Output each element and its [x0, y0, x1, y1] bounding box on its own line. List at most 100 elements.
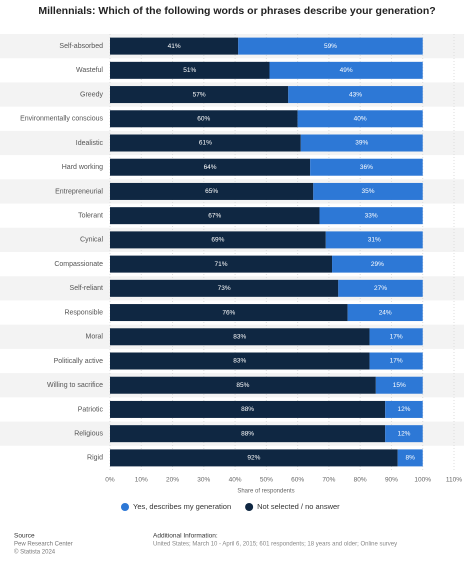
value-label: 12% — [397, 430, 410, 437]
bar-segment — [325, 231, 423, 249]
value-label: 64% — [204, 164, 217, 171]
value-label: 57% — [193, 91, 206, 98]
bar-segment — [110, 400, 386, 418]
source-heading: Source — [14, 533, 35, 540]
bar-segment — [397, 449, 423, 467]
x-tick-label: 50% — [260, 477, 273, 484]
y-tick-label: Wasteful — [76, 67, 103, 74]
value-label: 35% — [361, 188, 374, 195]
value-label: 40% — [354, 115, 367, 122]
x-tick-label: 80% — [354, 477, 367, 484]
y-tick-label: Greedy — [80, 91, 103, 98]
bar-segment — [238, 37, 423, 55]
info: United States; March 10 - April 6, 2015;… — [153, 542, 397, 548]
y-tick-label: Entrepreneurial — [55, 188, 103, 195]
y-tick-label: Hard working — [62, 164, 103, 171]
bar-segment — [369, 352, 423, 370]
value-label: 12% — [397, 406, 410, 413]
y-tick-label: Patriotic — [78, 406, 104, 413]
bar-segment — [347, 304, 423, 322]
y-tick-label: Environmentally conscious — [20, 116, 103, 123]
y-tick-label: Self-absorbed — [59, 43, 103, 50]
legend-marker — [121, 503, 129, 511]
value-label: 36% — [360, 164, 373, 171]
bar-segment — [110, 279, 339, 297]
value-label: 27% — [374, 285, 387, 292]
bar-segment — [110, 449, 398, 467]
value-label: 92% — [247, 455, 260, 462]
value-label: 39% — [355, 140, 368, 147]
bar-segment — [110, 255, 333, 273]
x-tick-label: 0% — [105, 477, 115, 484]
y-tick-label: Self-reliant — [70, 285, 104, 292]
bar-segment — [269, 61, 423, 79]
x-tick-label: 30% — [197, 477, 210, 484]
value-label: 51% — [183, 67, 196, 74]
bar-segment — [110, 376, 376, 394]
y-tick-label: Rigid — [87, 455, 103, 462]
x-tick-label: 40% — [229, 477, 242, 484]
value-label: 88% — [241, 406, 254, 413]
bar-segment — [110, 328, 370, 346]
bar-segment — [313, 182, 423, 200]
value-label: 43% — [349, 91, 362, 98]
value-label: 59% — [324, 43, 337, 50]
value-label: 83% — [233, 333, 246, 340]
bar-segment — [110, 61, 270, 79]
y-tick-label: Cynical — [80, 237, 103, 244]
value-label: 88% — [241, 430, 254, 437]
value-label: 85% — [236, 382, 249, 389]
bar-segment — [110, 134, 301, 152]
value-label: 41% — [168, 43, 181, 50]
value-label: 60% — [197, 115, 210, 122]
x-tick-label: 90% — [385, 477, 398, 484]
bar-segment — [332, 255, 423, 273]
value-label: 17% — [390, 333, 403, 340]
x-axis-label: Share of respondents — [237, 489, 294, 495]
x-tick-label: 20% — [166, 477, 179, 484]
source: Pew Research Center — [14, 542, 73, 548]
value-label: 69% — [211, 237, 224, 244]
y-tick-label: Responsible — [64, 309, 103, 316]
bar-segment — [110, 182, 314, 200]
x-tick-label: 10% — [135, 477, 148, 484]
x-tick-label: 100% — [414, 477, 431, 484]
y-tick-label: Idealistic — [76, 140, 104, 147]
bar-segment — [110, 207, 320, 225]
bar-segment — [375, 376, 423, 394]
bar-segment — [385, 425, 423, 443]
bar-segment — [385, 400, 423, 418]
bar-segment — [297, 110, 423, 128]
value-label: 67% — [208, 212, 221, 219]
y-tick-label: Willing to sacrifice — [47, 382, 103, 389]
value-label: 73% — [218, 285, 231, 292]
bar-segment — [110, 352, 370, 370]
chart-title: Millennials: Which of the following word… — [38, 5, 435, 17]
bar-segment — [319, 207, 423, 225]
y-tick-label: Politically active — [54, 358, 104, 365]
bar-segment — [110, 304, 348, 322]
x-tick-label: 70% — [322, 477, 335, 484]
bar-segment — [110, 158, 311, 176]
value-label: 61% — [199, 140, 212, 147]
value-label: 76% — [222, 309, 235, 316]
value-label: 71% — [215, 261, 228, 268]
legend-label: Yes, describes my generation — [133, 502, 231, 511]
y-tick-label: Moral — [85, 334, 103, 341]
x-tick-label: 60% — [291, 477, 304, 484]
value-label: 17% — [390, 358, 403, 365]
value-label: 15% — [393, 382, 406, 389]
bar-segment — [288, 86, 423, 104]
bar-segment — [110, 231, 326, 249]
value-label: 49% — [340, 67, 353, 74]
value-label: 31% — [368, 237, 381, 244]
copyright: © Statista 2024 — [14, 549, 56, 556]
bar-segment — [310, 158, 423, 176]
info-heading: Additional Information: — [153, 533, 218, 540]
bar-segment — [369, 328, 423, 346]
value-label: 83% — [233, 358, 246, 365]
value-label: 65% — [205, 188, 218, 195]
bar-segment — [338, 279, 423, 297]
y-tick-label: Religious — [74, 431, 103, 438]
